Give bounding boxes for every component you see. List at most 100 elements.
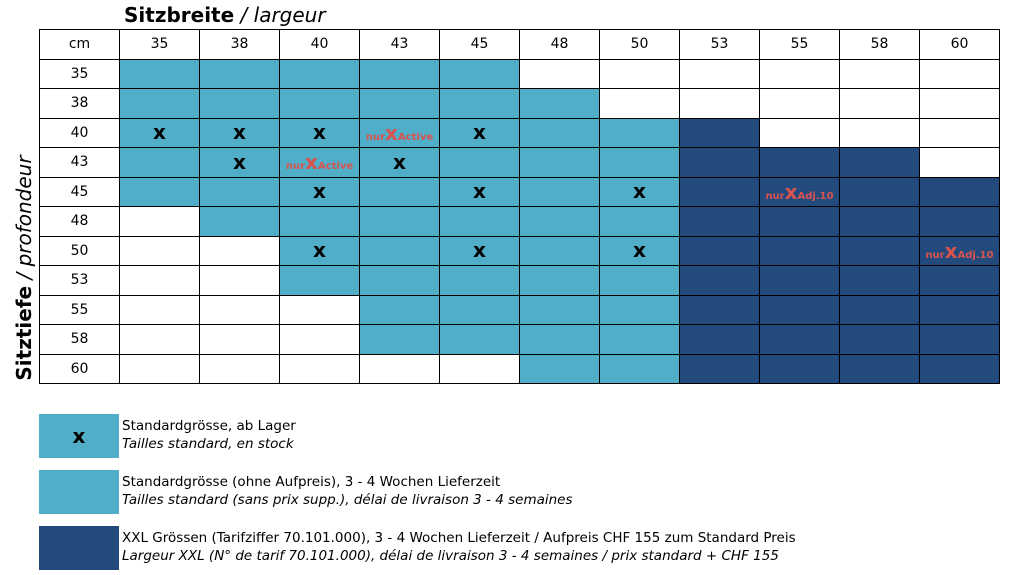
note-model: Active [317,161,354,173]
size-cell [199,235,280,266]
stock-x-mark: x [633,179,646,204]
only-adj10-note: nurxAdj.10 [925,239,993,263]
note-x-mark: x [385,120,398,145]
size-cell [119,206,200,237]
seat-width-title-de: Sitzbreite [124,3,235,27]
width-header-60: 60 [919,29,1000,60]
size-cell [599,58,680,89]
stock-x-mark: x [473,120,486,145]
size-cell [599,353,680,384]
size-cell [359,235,440,266]
seat-width-title-fr: / largeur [240,3,326,27]
depth-header-50: 50 [39,235,120,266]
size-cell [919,206,1000,237]
size-cell: nurxAdj.10 [759,176,840,207]
size-cell [839,147,920,178]
stock-x-mark: x [313,179,326,204]
size-cell [279,206,360,237]
size-cell [199,206,280,237]
size-cell [759,117,840,148]
size-cell [919,58,1000,89]
size-cell [199,58,280,89]
xxl-swatch [39,526,119,570]
size-cell [359,58,440,89]
width-header-43: 43 [359,29,440,60]
size-cell [439,206,520,237]
seat-depth-title-de: Sitztiefe [12,285,36,381]
size-cell [919,294,1000,325]
size-cell [839,88,920,119]
size-cell [919,88,1000,119]
size-cell [599,265,680,296]
seat-depth-title-fr: / profondeur [12,155,36,280]
seat-depth-title: Sitztiefe / profondeur [9,118,39,418]
width-header-50: 50 [599,29,680,60]
depth-header-58: 58 [39,324,120,355]
width-header-55: 55 [759,29,840,60]
size-cell [599,117,680,148]
depth-header-60: 60 [39,353,120,384]
size-cell [679,265,760,296]
size-cell [759,235,840,266]
stock-x-mark: x [153,120,166,145]
size-cell [919,265,1000,296]
size-cell [759,88,840,119]
size-cell [759,147,840,178]
legend-description: XXL Grössen (Tarifziffer 70.101.000), 3 … [122,529,796,565]
size-cell: x [279,176,360,207]
width-header-38: 38 [199,29,280,60]
size-cell [919,324,1000,355]
size-cell [599,147,680,178]
depth-header-53: 53 [39,265,120,296]
size-cell [119,294,200,325]
size-cell [279,294,360,325]
legend-text-fr: Tailles standard (sans prix supp.), déla… [122,492,573,508]
size-cell [119,353,200,384]
size-cell [839,176,920,207]
size-cell [519,235,600,266]
size-cell [519,58,600,89]
size-cell [359,324,440,355]
size-cell [679,88,760,119]
stock-x-mark: x [393,149,406,174]
size-cell [759,206,840,237]
size-cell [839,58,920,89]
table-row: 48 [39,206,1000,237]
legend-text-de: XXL Grössen (Tarifziffer 70.101.000), 3 … [122,530,796,546]
size-cell [679,324,760,355]
size-cell [439,88,520,119]
size-cell: x [199,117,280,148]
size-cell [759,324,840,355]
size-cell [919,117,1000,148]
size-cell [199,294,280,325]
depth-header-38: 38 [39,88,120,119]
size-cell: x [439,176,520,207]
width-header-58: 58 [839,29,920,60]
width-header-48: 48 [519,29,600,60]
size-cell [199,88,280,119]
size-matrix-table: cm 35 38 40 43 45 48 50 53 55 58 60 35 38 40 x x x nurxAct… [39,29,1000,384]
size-cell: x [599,176,680,207]
size-cell [679,235,760,266]
legend-text-fr: Tailles standard, en stock [122,436,294,452]
size-cell [519,265,600,296]
table-row: 55 [39,294,1000,325]
only-active-note: nurxActive [366,121,433,145]
table-row: 38 [39,88,1000,119]
size-cell [519,88,600,119]
stock-x-mark: x [72,424,86,448]
depth-header-35: 35 [39,58,120,89]
size-cell [439,265,520,296]
size-cell [119,58,200,89]
size-cell [119,176,200,207]
size-cell [679,353,760,384]
size-cell [439,294,520,325]
size-cell [439,58,520,89]
table-row: 35 [39,58,1000,89]
depth-header-43: 43 [39,147,120,178]
size-cell [519,117,600,148]
size-cell [359,265,440,296]
size-cell [359,206,440,237]
note-x-mark: x [305,150,318,175]
size-cell: nurxAdj.10 [919,235,1000,266]
